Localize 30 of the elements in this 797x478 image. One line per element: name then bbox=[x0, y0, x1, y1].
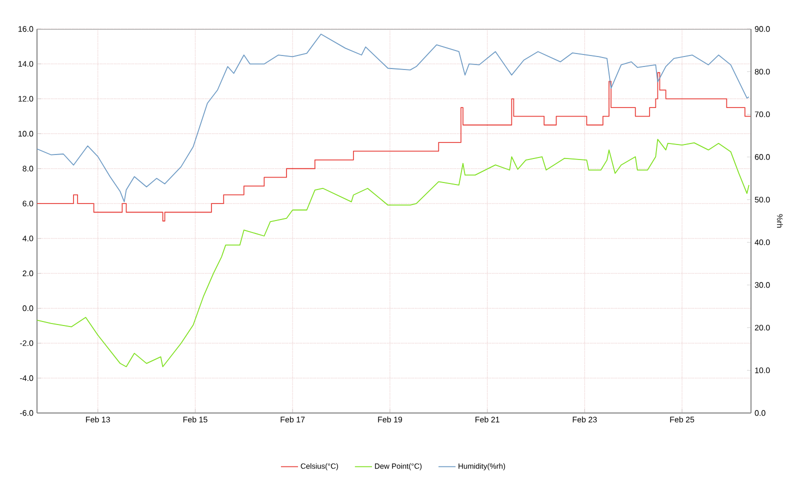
x-tick-label: Feb 23 bbox=[572, 416, 597, 422]
y-tick-label: 14.0 bbox=[18, 61, 34, 67]
y-tick-label: -2.0 bbox=[20, 340, 34, 346]
y-tick-label: 0.0 bbox=[22, 305, 34, 312]
y-tick-label: 10.0 bbox=[18, 130, 34, 137]
y2-tick-label: 70.0 bbox=[754, 111, 770, 118]
y-tick-label: -4.0 bbox=[20, 375, 34, 381]
y2-tick-label: 60.0 bbox=[754, 154, 770, 160]
y-tick-label: 6.0 bbox=[22, 200, 34, 206]
y-tick-label: -6.0 bbox=[20, 410, 34, 416]
x-tick-label: Feb 13 bbox=[86, 416, 110, 422]
y-tick-label: 8.0 bbox=[22, 166, 34, 172]
y2-tick-label: 20.0 bbox=[754, 324, 770, 330]
y-tick-label: 2.0 bbox=[22, 270, 34, 276]
x-tick-label: Feb 25 bbox=[670, 416, 694, 422]
y-tick-label: 16.0 bbox=[18, 26, 34, 32]
y2-tick-label: 30.0 bbox=[754, 282, 770, 288]
x-tick-label: Feb 21 bbox=[476, 416, 500, 422]
x-tick-label: Feb 17 bbox=[280, 416, 305, 422]
x-tick-label: Feb 19 bbox=[378, 416, 402, 422]
x-tick-label: Feb 15 bbox=[183, 416, 208, 422]
y-tick-label: 12.0 bbox=[18, 96, 34, 102]
y2-tick-label: 0.0 bbox=[754, 410, 766, 416]
y2-tick-label: 10.0 bbox=[755, 367, 770, 374]
y2-tick-label: 80.0 bbox=[754, 68, 770, 74]
y2-tick-label: 90.0 bbox=[754, 26, 770, 32]
y2-tick-label: 40.0 bbox=[754, 239, 770, 246]
y2-axis-title: %rh bbox=[776, 214, 783, 228]
y-tick-label: 4.0 bbox=[22, 236, 34, 242]
y2-tick-label: 50.0 bbox=[754, 196, 770, 202]
